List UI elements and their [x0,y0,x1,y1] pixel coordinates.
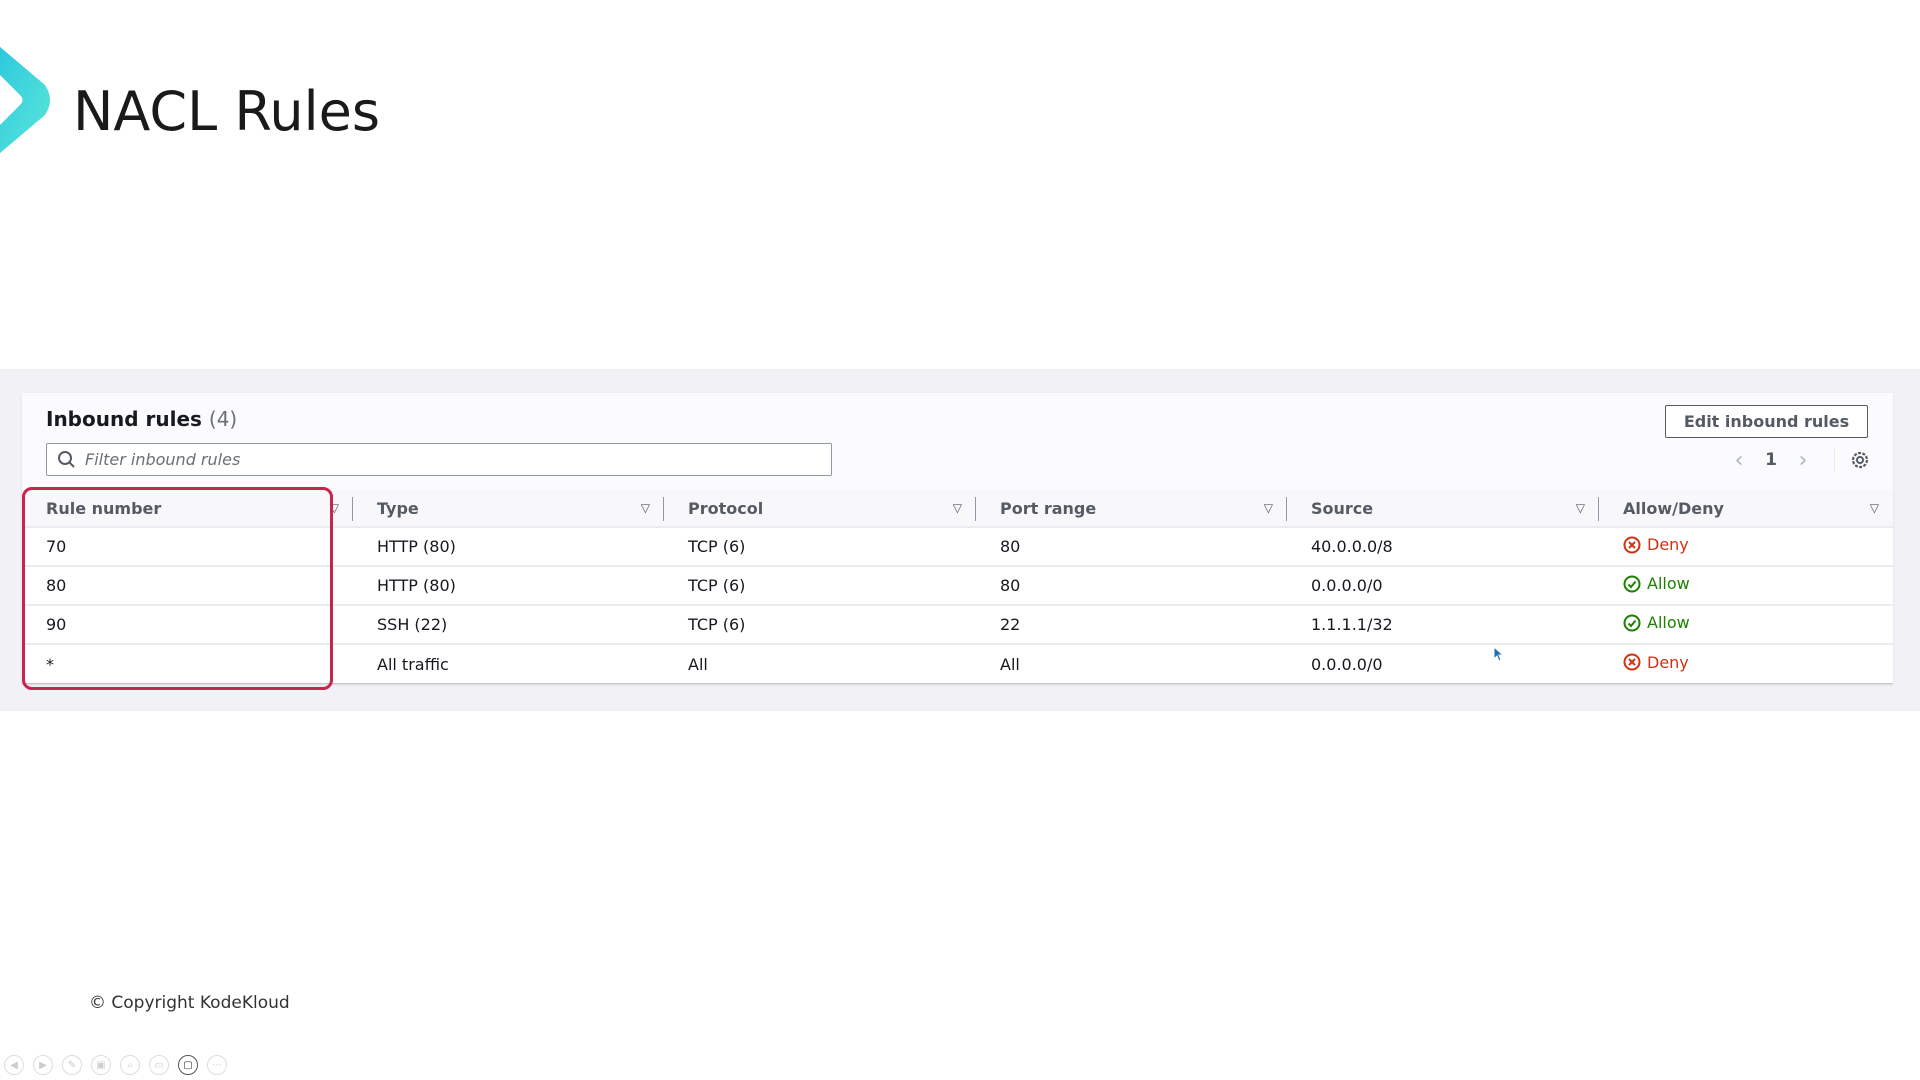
cell-type: SSH (22) [353,604,664,644]
sort-filter-icon[interactable]: ▽ [1869,501,1879,515]
sort-filter-icon[interactable]: ▽ [329,501,339,515]
column-header[interactable]: Protocol ▽ [664,490,976,527]
rule-count: (4) [208,407,238,431]
cell-rule: 70 [22,526,353,566]
deny-icon [1623,536,1641,554]
slides-icon[interactable]: ▣ [91,1055,111,1075]
rules-table: Rule number ▽ Type ▽ Protocol ▽ Port range ▽ Sou… [22,490,1893,683]
allow-icon [1623,614,1641,632]
action-label: Allow [1647,613,1690,633]
edit-inbound-rules-button[interactable]: Edit inbound rules [1665,405,1868,438]
column-header-label: Rule number [46,498,162,518]
column-header[interactable]: Allow/Deny ▽ [1599,490,1893,527]
more-icon[interactable]: ⋯ [207,1055,227,1075]
slide-title: NACL Rules [73,80,381,143]
divider [1834,447,1835,473]
table-row: 70 HTTP (80) TCP (6) 80 40.0.0.0/8 Deny [22,526,1893,566]
cell-source: 0.0.0.0/0 [1287,565,1599,605]
panel-title: Inbound rules (4) [46,407,237,431]
action-label: Deny [1647,652,1689,672]
cell-protocol: TCP (6) [664,565,976,605]
cell-action: Deny [1599,643,1893,683]
previous-page-icon[interactable]: ‹ [1734,447,1744,473]
column-divider[interactable] [975,497,976,521]
sort-filter-icon[interactable]: ▽ [640,501,650,515]
next-slide-icon[interactable]: ▶ [33,1055,53,1075]
cell-source: 0.0.0.0/0 [1287,643,1599,683]
column-header-label: Allow/Deny [1623,498,1724,518]
column-header-label: Type [377,498,419,518]
action-status: Allow [1623,574,1690,593]
copyright: © Copyright KodeKloud [89,993,290,1013]
cell-type: All traffic [353,643,664,683]
zoom-icon[interactable]: ⌕ [120,1055,140,1075]
next-page-icon[interactable]: › [1798,447,1808,473]
pagination: ‹ 1 › [1722,447,1871,473]
cell-action: Deny [1599,526,1893,566]
sort-filter-icon[interactable]: ▽ [1263,501,1273,515]
cell-action: Allow [1599,604,1893,644]
action-label: Allow [1647,574,1690,594]
current-page[interactable]: 1 [1765,450,1777,470]
cell-rule: * [22,643,353,683]
mouse-cursor-icon [1493,646,1505,662]
column-divider[interactable] [352,497,353,521]
cell-port: All [976,643,1287,683]
column-header-label: Port range [1000,498,1097,518]
cell-source: 1.1.1.1/32 [1287,604,1599,644]
cell-protocol: All [664,643,976,683]
panel-title-text: Inbound rules [46,407,202,431]
cell-source: 40.0.0.0/8 [1287,526,1599,566]
action-label: Deny [1647,535,1689,555]
table-row: * All traffic All All 0.0.0.0/0 Deny [22,643,1893,683]
sort-filter-icon[interactable]: ▽ [1575,501,1585,515]
column-header-label: Protocol [688,498,764,518]
previous-slide-icon[interactable]: ◀ [4,1055,24,1075]
sort-filter-icon[interactable]: ▽ [952,501,962,515]
cell-port: 80 [976,565,1287,605]
cell-type: HTTP (80) [353,526,664,566]
filter-input[interactable] [85,444,785,475]
cell-port: 22 [976,604,1287,644]
cell-rule: 80 [22,565,353,605]
table-row: 80 HTTP (80) TCP (6) 80 0.0.0.0/0 Allow [22,565,1893,605]
presentation-toolbar: ◀ ▶ ✎ ▣ ⌕ ▭ ▢ ⋯ [4,1055,227,1075]
cell-protocol: TCP (6) [664,526,976,566]
column-divider[interactable] [1286,497,1287,521]
column-header[interactable]: Type ▽ [353,490,664,527]
column-divider[interactable] [1598,497,1599,521]
subtitles-icon[interactable]: ▭ [149,1055,169,1075]
filter-input-wrapper[interactable] [46,443,832,476]
cell-rule: 90 [22,604,353,644]
action-status: Deny [1623,653,1689,672]
column-header-label: Source [1311,498,1374,518]
action-status: Deny [1623,535,1689,554]
kodekloud-logo-icon [0,46,50,154]
deny-icon [1623,653,1641,671]
cell-protocol: TCP (6) [664,604,976,644]
cell-port: 80 [976,526,1287,566]
cell-action: Allow [1599,565,1893,605]
camera-icon[interactable]: ▢ [178,1055,198,1075]
cell-type: HTTP (80) [353,565,664,605]
pen-icon[interactable]: ✎ [62,1055,82,1075]
search-icon [58,451,75,468]
action-status: Allow [1623,613,1690,632]
column-header[interactable]: Rule number ▽ [22,490,353,527]
table-row: 90 SSH (22) TCP (6) 22 1.1.1.1/32 Allow [22,604,1893,644]
column-header[interactable]: Source ▽ [1287,490,1599,527]
gear-icon[interactable] [1849,449,1871,471]
column-divider[interactable] [663,497,664,521]
allow-icon [1623,575,1641,593]
column-header[interactable]: Port range ▽ [976,490,1287,527]
inbound-rules-panel: Inbound rules (4) Edit inbound rules ‹ 1… [22,393,1893,684]
